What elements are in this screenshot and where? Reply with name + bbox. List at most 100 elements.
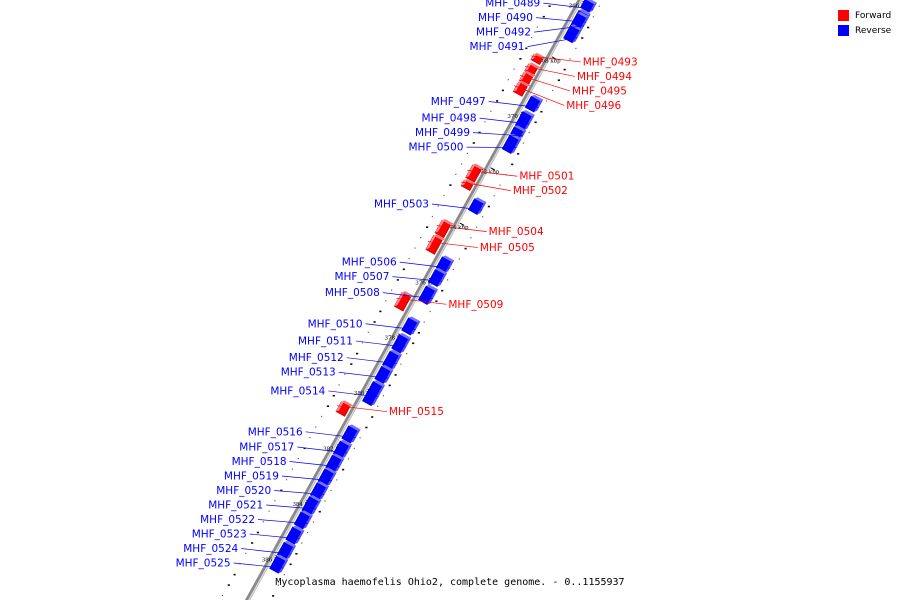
gene-MHF_0503[interactable] bbox=[467, 197, 487, 215]
gene-MHF_0517[interactable] bbox=[332, 439, 353, 459]
gene-MHF_0523[interactable] bbox=[285, 525, 305, 545]
tick-label: 368 kbp bbox=[538, 59, 561, 65]
gene-label[interactable]: MHF_0509 bbox=[448, 299, 503, 311]
gene-label[interactable]: MHF_0506 bbox=[342, 257, 397, 269]
gene-label[interactable]: MHF_0502 bbox=[513, 185, 568, 197]
gene-MHF_0504[interactable] bbox=[434, 219, 454, 239]
gene-MHF_0521[interactable] bbox=[301, 495, 322, 516]
gene-bevel bbox=[586, 0, 597, 5]
gene-MHF_0514[interactable] bbox=[362, 380, 386, 407]
gene-MHF_0489[interactable] bbox=[580, 0, 597, 13]
gene-MHF_0511[interactable] bbox=[391, 333, 412, 354]
gene-label[interactable]: MHF_0523 bbox=[192, 529, 247, 541]
gene-side bbox=[286, 545, 297, 560]
scale-dot bbox=[493, 195, 495, 197]
gene-label[interactable]: MHF_0498 bbox=[422, 113, 477, 125]
gene-MHF_0516[interactable] bbox=[341, 424, 361, 444]
gene-label[interactable]: MHF_0524 bbox=[183, 543, 238, 555]
gene-MHF_0525[interactable] bbox=[269, 554, 289, 574]
gene-label[interactable]: MHF_0508 bbox=[325, 287, 380, 299]
gene-MHF_0512[interactable] bbox=[382, 349, 403, 371]
gene-MHF_0491[interactable] bbox=[563, 24, 583, 44]
gene-side bbox=[278, 559, 289, 574]
gene-label[interactable]: MHF_0516 bbox=[248, 426, 303, 438]
legend-forward-label: Forward bbox=[855, 10, 892, 21]
gene-label[interactable]: MHF_0495 bbox=[572, 85, 627, 97]
scale-dot bbox=[391, 289, 393, 291]
gene-MHF_0524[interactable] bbox=[276, 540, 297, 560]
scale-dot bbox=[496, 100, 499, 102]
gene-bevel bbox=[528, 62, 541, 69]
gene-label[interactable]: MHF_0518 bbox=[232, 456, 287, 468]
gene-bevel bbox=[472, 163, 485, 170]
gene-label[interactable]: MHF_0500 bbox=[409, 142, 464, 154]
gene-side bbox=[513, 80, 522, 92]
gene-label[interactable]: MHF_0519 bbox=[224, 471, 279, 483]
gene-label[interactable]: MHF_0505 bbox=[480, 242, 535, 254]
leader-line bbox=[530, 55, 581, 63]
gene-MHF_0519[interactable] bbox=[317, 467, 337, 487]
scale-dot bbox=[406, 353, 408, 355]
scale-dot bbox=[356, 352, 359, 355]
scale-dot bbox=[540, 110, 543, 113]
gene-label[interactable]: MHF_0503 bbox=[374, 198, 429, 210]
gene-MHF_0508[interactable] bbox=[418, 284, 439, 305]
gene-label[interactable]: MHF_0499 bbox=[415, 127, 470, 139]
scale-dot bbox=[484, 121, 486, 123]
gene-label[interactable]: MHF_0490 bbox=[478, 12, 533, 24]
gene-side bbox=[519, 70, 528, 81]
gene-side bbox=[310, 499, 322, 516]
gene-label[interactable]: MHF_0507 bbox=[334, 271, 389, 283]
gene-MHF_0522[interactable] bbox=[293, 510, 314, 530]
gene-label[interactable]: MHF_0489 bbox=[485, 0, 540, 10]
gene-label[interactable]: MHF_0511 bbox=[298, 336, 353, 348]
gene-label[interactable]: MHF_0525 bbox=[176, 558, 231, 570]
gene-label[interactable]: MHF_0492 bbox=[476, 27, 531, 39]
scale-dot bbox=[470, 237, 472, 239]
scale-dot bbox=[272, 595, 275, 597]
gene-side bbox=[400, 337, 412, 354]
scale-dot bbox=[557, 79, 560, 81]
gene-label[interactable]: MHF_0493 bbox=[583, 56, 638, 68]
gene-MHF_0507[interactable] bbox=[428, 267, 448, 287]
gene-MHF_0497[interactable] bbox=[524, 94, 544, 113]
gene-label[interactable]: MHF_0501 bbox=[519, 171, 574, 183]
scale-dot bbox=[332, 394, 335, 397]
gene-label[interactable]: MHF_0514 bbox=[270, 385, 325, 397]
gene-bevel bbox=[522, 110, 535, 117]
gene-MHF_0513[interactable] bbox=[374, 364, 394, 384]
gene-side bbox=[427, 289, 439, 305]
scale-dot bbox=[431, 215, 433, 218]
scale-dot bbox=[441, 289, 444, 292]
scale-dot bbox=[400, 363, 402, 365]
gene-label[interactable]: MHF_0517 bbox=[239, 442, 294, 454]
gene-label[interactable]: MHF_0515 bbox=[389, 406, 444, 418]
scale-dot bbox=[587, 26, 590, 29]
gene-side bbox=[410, 321, 421, 336]
leader-line bbox=[396, 297, 447, 305]
gene-bevel bbox=[332, 453, 345, 460]
gene-label[interactable]: MHF_0494 bbox=[577, 71, 632, 83]
gene-label[interactable]: MHF_0496 bbox=[566, 100, 621, 112]
scale-dot bbox=[344, 373, 346, 375]
gene-MHF_0496[interactable] bbox=[512, 80, 531, 97]
gene-MHF_0510[interactable] bbox=[401, 316, 421, 336]
scale-dot bbox=[227, 584, 230, 586]
gene-side bbox=[342, 444, 353, 459]
gene-label[interactable]: MHF_0521 bbox=[208, 500, 263, 512]
scale-dot bbox=[274, 500, 276, 502]
leader-line bbox=[346, 357, 397, 365]
gene-label[interactable]: MHF_0497 bbox=[431, 96, 486, 108]
forward-swatch bbox=[838, 10, 849, 21]
scale-dot bbox=[458, 258, 460, 260]
gene-label[interactable]: MHF_0491 bbox=[470, 41, 525, 53]
gene-label[interactable]: MHF_0504 bbox=[489, 226, 544, 238]
gene-label[interactable]: MHF_0512 bbox=[289, 352, 344, 364]
leader-line bbox=[274, 490, 325, 495]
gene-label[interactable]: MHF_0522 bbox=[200, 514, 255, 526]
tick-label: 382 kbp bbox=[323, 447, 346, 453]
backbone-highlight bbox=[248, 0, 583, 600]
gene-label[interactable]: MHF_0513 bbox=[281, 367, 336, 379]
gene-label[interactable]: MHF_0510 bbox=[308, 318, 363, 330]
gene-label[interactable]: MHF_0520 bbox=[216, 485, 271, 497]
